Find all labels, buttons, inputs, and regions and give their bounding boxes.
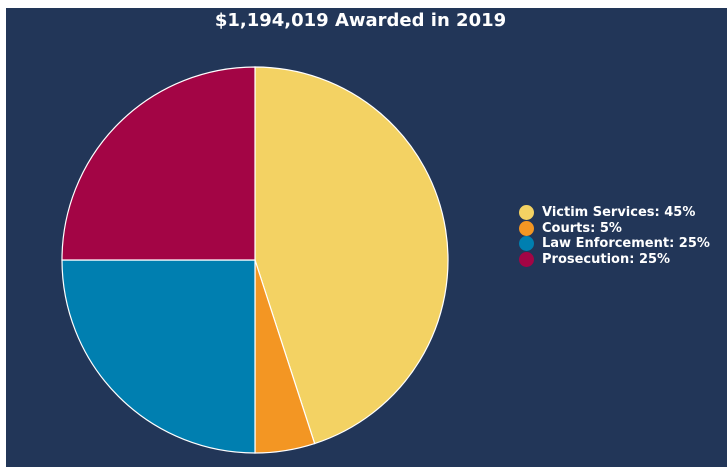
pie-slice-prosecution[interactable] — [61, 66, 256, 261]
legend-item-victim-services[interactable]: Victim Services: 45% — [519, 205, 710, 221]
legend-label-victim-services: Victim Services: 45% — [542, 205, 696, 221]
legend-swatch-prosecution — [519, 251, 534, 267]
pie-slice-law-enforcement[interactable] — [61, 259, 256, 454]
legend-swatch-law-enforcement — [519, 236, 534, 252]
chart-title: $1,194,019 Awarded in 2019 — [214, 10, 507, 31]
chart-frame: $1,194,019 Awarded in 2019 Victim Servic… — [6, 8, 727, 467]
legend-swatch-victim-services — [519, 205, 534, 221]
legend-item-prosecution[interactable]: Prosecution: 25% — [519, 251, 710, 268]
legend-item-law-enforcement[interactable]: Law Enforcement: 25% — [519, 236, 710, 252]
legend-label-courts: Courts: 5% — [542, 220, 622, 236]
pie-slice-victim-services[interactable] — [254, 66, 449, 445]
legend-swatch-courts — [519, 220, 534, 236]
legend-label-prosecution: Prosecution: 25% — [542, 251, 671, 267]
legend-label-law-enforcement: Law Enforcement: 25% — [542, 236, 710, 252]
legend: Victim Services: 45% Courts: 5% Law Enfo… — [519, 205, 710, 267]
pie-chart — [61, 66, 449, 454]
legend-item-courts[interactable]: Courts: 5% — [519, 220, 710, 237]
